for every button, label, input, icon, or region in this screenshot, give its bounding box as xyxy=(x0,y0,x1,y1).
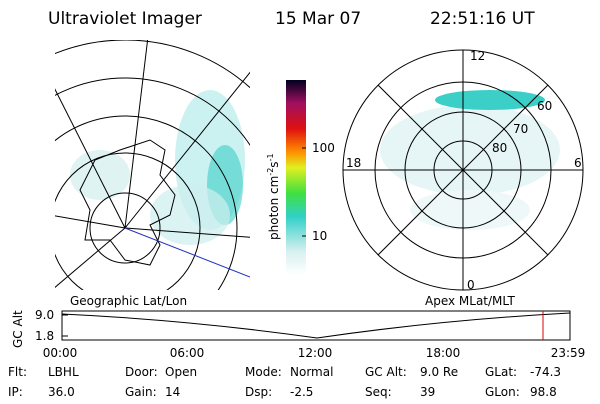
status-value: Open xyxy=(165,365,197,379)
timeline-xtick: 18:00 xyxy=(426,346,461,360)
status-label: Gain: xyxy=(125,385,157,399)
status-label: GLon: xyxy=(485,385,520,399)
panel-label: Geographic Lat/Lon xyxy=(70,294,187,308)
mlt-label: 6 xyxy=(574,156,582,170)
cb-exp: -1 xyxy=(266,153,275,161)
status-value: 39 xyxy=(420,385,435,399)
timeline-xtick: 12:00 xyxy=(298,346,333,360)
timeline-xtick: 06:00 xyxy=(170,346,205,360)
status-value: 9.0 Re xyxy=(420,365,458,379)
status-value: -74.3 xyxy=(530,365,561,379)
timeline xyxy=(61,310,571,341)
lat-label: 60 xyxy=(537,99,552,113)
mlt-label: 0 xyxy=(467,278,475,292)
status-value: 14 xyxy=(165,385,180,399)
panel-label: Apex MLat/MLT xyxy=(425,294,515,308)
status-label: IP: xyxy=(8,385,23,399)
time: 22:51:16 UT xyxy=(430,9,535,29)
cb-unit: s xyxy=(267,161,281,167)
colorbar xyxy=(286,80,306,275)
cb-exp: -2 xyxy=(266,168,275,176)
timeline-xtick: 23:59 xyxy=(551,346,586,360)
date: 15 Mar 07 xyxy=(275,9,361,29)
cb-label-main: photon cm xyxy=(267,176,281,240)
title: Ultraviolet Imager xyxy=(48,9,202,29)
timeline-ytick: 9.0 xyxy=(35,308,54,322)
status-label: Flt: xyxy=(8,365,27,379)
timeline-axis-label: GC Alt xyxy=(11,310,25,348)
status-value: LBHL xyxy=(48,365,79,379)
polar-map xyxy=(342,49,584,291)
lat-label: 80 xyxy=(492,141,507,155)
status-label: Dsp: xyxy=(245,385,272,399)
cb-tick-label: 10 xyxy=(312,229,327,243)
status-label: Mode: xyxy=(245,365,282,379)
cb-label: photon cm-2s-1 xyxy=(266,153,281,240)
status-label: GC Alt: xyxy=(365,365,407,379)
status-label: Seq: xyxy=(365,385,392,399)
lat-label: 70 xyxy=(513,122,528,136)
status-value: Normal xyxy=(290,365,333,379)
status-value: 36.0 xyxy=(48,385,75,399)
status-value: -2.5 xyxy=(290,385,313,399)
geo-map xyxy=(55,40,250,290)
timeline-ytick: 1.8 xyxy=(35,329,54,343)
status-label: GLat: xyxy=(485,365,517,379)
mlt-label: 18 xyxy=(346,156,361,170)
status-label: Door: xyxy=(125,365,158,379)
mlt-label: 12 xyxy=(470,49,485,63)
cb-tick-label: 100 xyxy=(312,141,335,155)
timeline-xtick: 00:00 xyxy=(43,346,78,360)
status-value: 98.8 xyxy=(530,385,557,399)
